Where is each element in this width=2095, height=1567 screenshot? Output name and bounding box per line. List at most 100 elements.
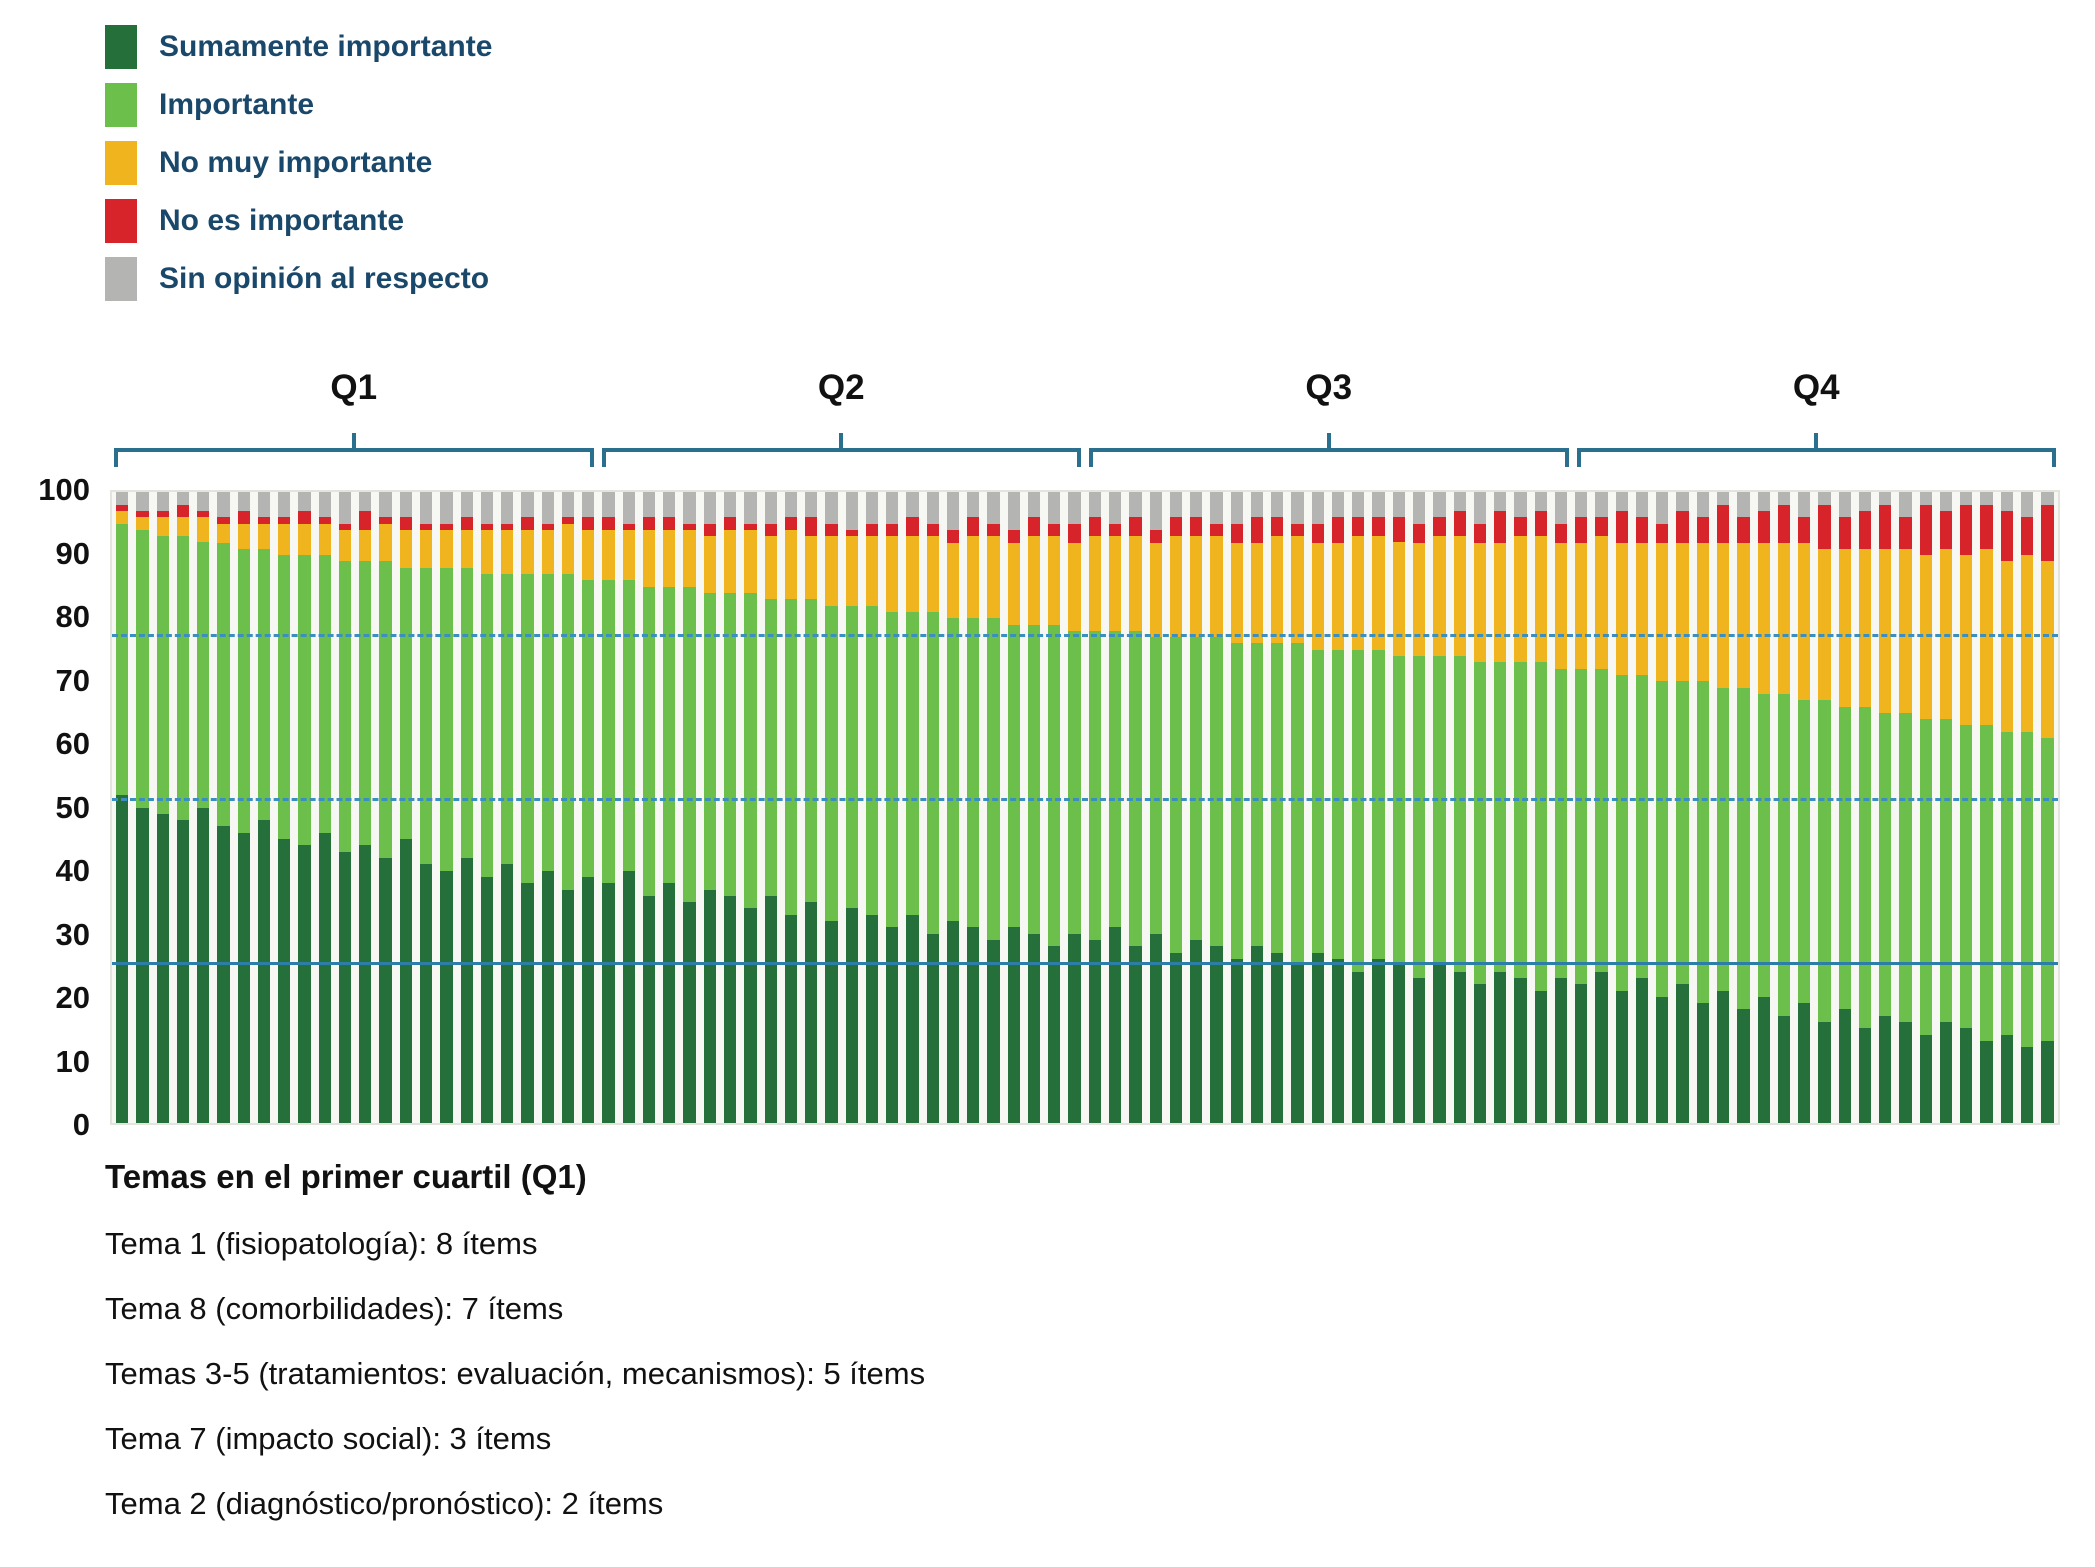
bar-segment-importante [906,611,919,915]
bar-segment-no_muy_importante [318,523,331,556]
bar-segment-importante [886,611,899,928]
bar-segment-sumamente_importante [744,908,757,1123]
bar-segment-sumamente_importante [1737,1009,1750,1123]
bar-segment-importante [257,548,271,821]
bar-segment-no_es_importante [176,504,190,518]
bar-segment-sin_opinion [419,492,433,524]
bar-segment-importante [703,592,716,890]
bar-segment-no_muy_importante [1250,542,1264,644]
bar-segment-importante [1453,656,1466,972]
bar-segment-no_muy_importante [2041,561,2054,739]
bar-segment-no_es_importante [136,510,149,518]
bar-segment-importante [1473,662,1487,985]
bar-segment-sin_opinion [1575,492,1588,518]
bar-segment-sumamente_importante [1899,1022,1912,1123]
bar-segment-importante [278,555,291,840]
bar-segment-no_muy_importante [1939,548,1953,720]
bar-segment-importante [683,586,696,903]
bar-segment-sumamente_importante [561,889,575,1123]
bar-segment-importante [1372,649,1385,959]
bar-segment-no_es_importante [197,510,210,518]
y-tick-label: 70 [55,662,90,698]
bar-segment-importante [1534,662,1547,991]
bar-segment-no_es_importante [359,510,372,530]
bar-segment-no_muy_importante [1676,542,1689,682]
bar-segment-no_es_importante [683,523,696,530]
stacked-bar [1068,492,1081,1123]
bar-segment-no_es_importante [1798,517,1811,543]
bracket-tick [1814,433,1819,448]
bar-segment-no_muy_importante [237,523,250,549]
y-axis: 100 90 80 70 60 50 40 30 20 10 0 [0,474,100,1141]
bar-segment-sin_opinion [1392,492,1405,518]
bar-segment-sin_opinion [926,492,939,524]
bar-segment-no_muy_importante [1473,542,1487,663]
bar-segment-importante [582,580,595,877]
bar-segment-no_es_importante [1595,517,1608,537]
bar-segment-sumamente_importante [602,883,615,1123]
bar-segment-sin_opinion [1027,492,1041,518]
bar-segment-no_muy_importante [156,517,169,537]
bar-segment-importante [764,599,777,896]
bar-segment-sin_opinion [541,492,554,524]
bar-segment-no_es_importante [906,517,919,537]
bar-segment-no_es_importante [1554,523,1568,543]
bar-segment-no_muy_importante [1169,536,1183,638]
bar-segment-no_muy_importante [1960,555,1973,726]
stacked-bar [805,492,818,1123]
bar-segment-no_muy_importante [906,536,919,612]
bar-segment-no_es_importante [602,517,615,530]
bar-segment-sumamente_importante [825,921,838,1123]
bar-segment-sumamente_importante [1575,984,1588,1123]
quartile-label: Q4 [1792,368,1840,407]
stacked-bar [1007,492,1020,1123]
bar-segment-importante [602,580,615,884]
bar-segment-sumamente_importante [723,895,737,1123]
bar-segment-sin_opinion [764,492,777,524]
bar-segment-no_muy_importante [1838,548,1851,707]
bar-segment-sumamente_importante [278,839,291,1123]
y-tick-label: 100 [38,472,90,507]
bar-segment-no_muy_importante [886,536,899,612]
bar-segment-sin_opinion [1129,492,1142,518]
legend-item: Sin opinión al respecto [105,250,492,308]
bar-segment-no_muy_importante [1433,536,1446,657]
stacked-bar [967,492,980,1123]
bar-segment-sumamente_importante [1109,927,1122,1123]
bar-segment-no_es_importante [1007,529,1020,543]
bar-segment-sumamente_importante [683,902,696,1123]
bar-segment-no_es_importante [622,523,635,530]
bar-segment-sin_opinion [156,492,169,511]
bar-segment-sumamente_importante [1250,946,1264,1123]
bar-segment-no_es_importante [1433,517,1446,537]
bar-segment-importante [1027,624,1041,934]
reference-line [112,634,2058,638]
bar-segment-no_muy_importante [1331,542,1345,650]
bar-segment-importante [1656,681,1669,997]
bar-segment-sumamente_importante [176,820,190,1123]
bar-segment-no_es_importante [1514,517,1527,537]
y-tick-label: 20 [55,980,90,1015]
bracket-tick [1326,433,1331,448]
bar-segment-sin_opinion [1635,492,1649,518]
stacked-bar [926,492,939,1123]
bar-segment-no_muy_importante [967,536,980,619]
bar-segment-sumamente_importante [906,914,919,1123]
bar-segment-importante [1818,700,1831,1023]
bar-segment-no_muy_importante [1615,542,1628,675]
bracket-line [114,448,594,467]
stacked-bar [1169,492,1183,1123]
bar-segment-sin_opinion [561,492,575,518]
bar-segment-sumamente_importante [1716,990,1730,1123]
bar-segment-no_es_importante [1656,523,1669,543]
bar-segment-sin_opinion [1210,492,1223,524]
bar-segment-no_es_importante [1109,523,1122,537]
bar-segment-no_es_importante [1494,510,1507,543]
bar-segment-no_es_importante [2041,504,2054,562]
bar-segment-importante [1392,656,1405,966]
legend-item: Sumamente importante [105,18,492,76]
bar-segment-sin_opinion [257,492,271,518]
bar-segment-sumamente_importante [987,940,1000,1123]
stacked-bar [440,492,453,1123]
bar-segment-sin_opinion [1595,492,1608,518]
